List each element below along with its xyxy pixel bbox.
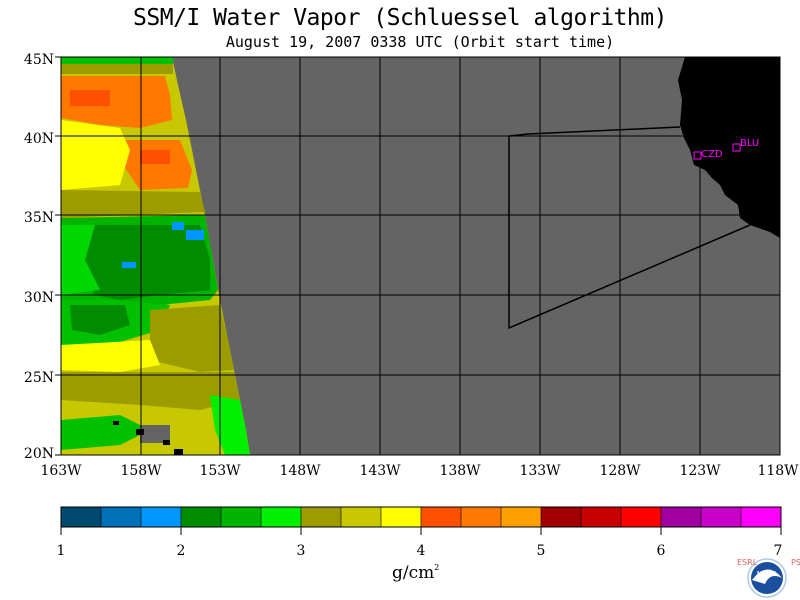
colorbar-cell bbox=[701, 507, 742, 527]
band-olive-lower bbox=[61, 372, 240, 410]
island-hawaii bbox=[174, 449, 183, 455]
lon-label-118w: 118W bbox=[757, 463, 799, 479]
colorbar: 1 2 3 4 5 6 7 bbox=[57, 506, 783, 559]
chart-title: SSM/I Water Vapor (Schluessel algorithm) bbox=[133, 5, 667, 31]
band-darkgreen-central bbox=[80, 225, 210, 300]
water-vapor-swath bbox=[61, 57, 250, 455]
colorbar-cell bbox=[421, 507, 462, 527]
lon-label-133w: 133W bbox=[519, 463, 561, 479]
colorbar-tick-3: 3 bbox=[297, 543, 306, 559]
patch-red-orange-2 bbox=[140, 150, 170, 164]
station-blu-marker bbox=[732, 143, 741, 152]
land-north-america bbox=[678, 57, 780, 238]
colorbar-cell bbox=[661, 507, 702, 527]
patch-blue-1 bbox=[172, 222, 184, 230]
colorbar-cell bbox=[381, 507, 422, 527]
station-czd-label: CZD bbox=[701, 149, 723, 160]
colorbar-unit-exponent: 2 bbox=[434, 563, 440, 572]
colorbar-tick-5: 5 bbox=[537, 543, 546, 559]
lon-labels: 163W 158W 153W 148W 143W 138W 133W 128W … bbox=[40, 463, 799, 479]
station-blu: BLU bbox=[732, 138, 759, 152]
lat-label-25n: 25N bbox=[24, 370, 54, 386]
lon-label-158w: 158W bbox=[120, 463, 162, 479]
logo-right-letters: PSD bbox=[791, 558, 800, 567]
station-blu-label: BLU bbox=[740, 138, 759, 149]
map-frame bbox=[60, 56, 781, 456]
lon-label-128w: 128W bbox=[599, 463, 641, 479]
patch-blue-2 bbox=[186, 230, 204, 240]
map-ticks bbox=[55, 56, 61, 456]
patch-red-orange-1 bbox=[70, 90, 110, 106]
noaa-logo-bird bbox=[752, 569, 782, 584]
colorbar-cell bbox=[341, 507, 382, 527]
colorbar-tick-6: 6 bbox=[657, 543, 666, 559]
patch-blue-3 bbox=[122, 262, 136, 268]
band-orange-north bbox=[61, 76, 172, 128]
logo-left-letters: ESRL bbox=[737, 558, 758, 567]
lat-label-45n: 45N bbox=[24, 52, 54, 68]
colorbar-tick-2: 2 bbox=[177, 543, 186, 559]
colorbar-cell bbox=[501, 507, 542, 527]
station-czd-marker bbox=[693, 151, 702, 160]
island-maui bbox=[163, 440, 170, 445]
island-kauai bbox=[113, 421, 119, 425]
band-darkgreen-south bbox=[70, 305, 130, 335]
colorbar-cell bbox=[61, 507, 102, 527]
colorbar-cell bbox=[581, 507, 622, 527]
colorbar-cell bbox=[221, 507, 262, 527]
chart-subtitle: August 19, 2007 0338 UTC (Orbit start ti… bbox=[225, 33, 615, 51]
station-czd: CZD bbox=[693, 149, 723, 160]
lat-labels: 45N 40N 35N 30N 25N 20N bbox=[24, 52, 54, 462]
colorbar-cell bbox=[301, 507, 342, 527]
colorbar-unit-base: g/cm bbox=[392, 563, 435, 583]
colorbar-cell bbox=[181, 507, 222, 527]
colorbar-ticks bbox=[60, 527, 782, 535]
lon-label-138w: 138W bbox=[439, 463, 481, 479]
colorbar-cell bbox=[261, 507, 302, 527]
lat-label-35n: 35N bbox=[24, 210, 54, 226]
lat-label-20n: 20N bbox=[24, 446, 54, 462]
band-lightgreen-west bbox=[61, 225, 100, 295]
noaa-logo-text: NOAA bbox=[757, 570, 778, 578]
band-olive-top bbox=[61, 64, 173, 74]
patch-grey-gap bbox=[140, 425, 170, 443]
map-grid bbox=[61, 57, 780, 455]
band-green-lower bbox=[61, 415, 150, 450]
lat-label-30n: 30N bbox=[24, 290, 54, 306]
colorbar-cell bbox=[621, 507, 662, 527]
colorbar-unit: g/cm2 bbox=[392, 563, 439, 583]
colorbar-tick-7: 7 bbox=[774, 543, 783, 559]
colorbar-cells bbox=[61, 507, 782, 527]
band-orange-mid bbox=[120, 140, 192, 190]
lon-label-163w: 163W bbox=[40, 463, 82, 479]
colorbar-tick-1: 1 bbox=[57, 543, 66, 559]
domain-outline bbox=[508, 126, 751, 330]
lon-label-123w: 123W bbox=[679, 463, 721, 479]
band-yellow-south bbox=[61, 340, 160, 372]
island-oahu bbox=[136, 429, 144, 435]
colorbar-cell bbox=[541, 507, 582, 527]
noaa-logo: NOAA bbox=[747, 558, 787, 598]
lat-label-40n: 40N bbox=[24, 131, 54, 147]
lon-label-153w: 153W bbox=[199, 463, 241, 479]
colorbar-cell bbox=[141, 507, 182, 527]
band-yellow-north bbox=[61, 120, 130, 190]
colorbar-tick-4: 4 bbox=[417, 543, 426, 559]
lon-label-143w: 143W bbox=[359, 463, 401, 479]
band-olive-south bbox=[150, 305, 234, 372]
colorbar-cell bbox=[461, 507, 502, 527]
colorbar-cell bbox=[741, 507, 782, 527]
lon-label-148w: 148W bbox=[279, 463, 321, 479]
band-olive-mid bbox=[61, 190, 205, 218]
colorbar-cell bbox=[101, 507, 142, 527]
